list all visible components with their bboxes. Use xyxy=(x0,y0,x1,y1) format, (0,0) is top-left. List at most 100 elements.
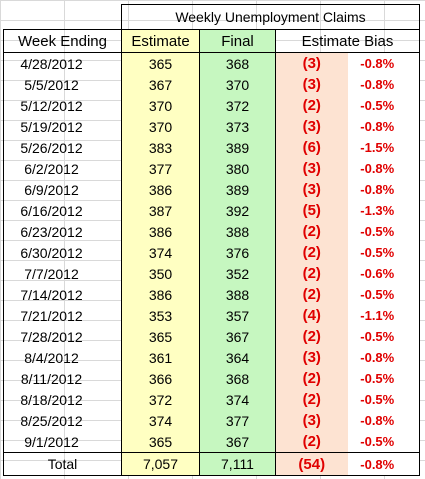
bias-cell[interactable]: (5) xyxy=(275,200,348,221)
final-cell[interactable]: 364 xyxy=(199,347,276,368)
final-cell[interactable]: 377 xyxy=(199,410,276,431)
final-cell[interactable]: 389 xyxy=(199,179,276,200)
bias-cell[interactable]: (3) xyxy=(275,179,348,200)
estimate-cell[interactable]: 370 xyxy=(121,95,200,116)
estimate-cell[interactable]: 372 xyxy=(121,389,200,410)
week-ending-cell[interactable]: 7/28/2012 xyxy=(3,326,122,347)
bias-percent-cell[interactable]: -0.8% xyxy=(347,179,420,200)
estimate-cell[interactable]: 374 xyxy=(121,242,200,263)
final-cell[interactable]: 389 xyxy=(199,137,276,158)
bias-percent-cell[interactable]: -0.6% xyxy=(347,263,420,284)
week-ending-cell[interactable]: 6/23/2012 xyxy=(3,221,122,242)
final-cell[interactable]: 373 xyxy=(199,116,276,137)
final-cell[interactable]: 376 xyxy=(199,242,276,263)
final-cell[interactable]: 380 xyxy=(199,158,276,179)
bias-cell[interactable]: (2) xyxy=(275,431,348,453)
bias-cell[interactable]: (2) xyxy=(275,221,348,242)
final-cell[interactable]: 368 xyxy=(199,52,276,74)
header-estimate-bias[interactable]: Estimate Bias xyxy=(275,29,420,53)
bias-cell[interactable]: (2) xyxy=(275,389,348,410)
total-label-cell[interactable]: Total xyxy=(3,452,122,476)
week-ending-cell[interactable]: 5/19/2012 xyxy=(3,116,122,137)
total-final-cell[interactable]: 7,111 xyxy=(199,452,276,476)
estimate-cell[interactable]: 386 xyxy=(121,284,200,305)
table-title[interactable]: Weekly Unemployment Claims xyxy=(121,4,420,30)
bias-percent-cell[interactable]: -0.8% xyxy=(347,347,420,368)
final-cell[interactable]: 368 xyxy=(199,368,276,389)
blank-corner-cell[interactable] xyxy=(3,4,122,30)
week-ending-cell[interactable]: 8/18/2012 xyxy=(3,389,122,410)
final-cell[interactable]: 352 xyxy=(199,263,276,284)
estimate-cell[interactable]: 366 xyxy=(121,368,200,389)
final-cell[interactable]: 367 xyxy=(199,326,276,347)
bias-percent-cell[interactable]: -1.3% xyxy=(347,200,420,221)
bias-cell[interactable]: (2) xyxy=(275,263,348,284)
bias-cell[interactable]: (2) xyxy=(275,284,348,305)
bias-cell[interactable]: (2) xyxy=(275,368,348,389)
estimate-cell[interactable]: 367 xyxy=(121,74,200,95)
week-ending-cell[interactable]: 4/28/2012 xyxy=(3,52,122,74)
final-cell[interactable]: 357 xyxy=(199,305,276,326)
week-ending-cell[interactable]: 5/12/2012 xyxy=(3,95,122,116)
bias-cell[interactable]: (2) xyxy=(275,326,348,347)
bias-cell[interactable]: (6) xyxy=(275,137,348,158)
estimate-cell[interactable]: 374 xyxy=(121,410,200,431)
week-ending-cell[interactable]: 9/1/2012 xyxy=(3,431,122,453)
bias-cell[interactable]: (2) xyxy=(275,95,348,116)
estimate-cell[interactable]: 350 xyxy=(121,263,200,284)
final-cell[interactable]: 374 xyxy=(199,389,276,410)
bias-percent-cell[interactable]: -1.5% xyxy=(347,137,420,158)
estimate-cell[interactable]: 386 xyxy=(121,179,200,200)
bias-cell[interactable]: (3) xyxy=(275,347,348,368)
bias-cell[interactable]: (2) xyxy=(275,242,348,263)
header-estimate[interactable]: Estimate xyxy=(121,29,200,53)
estimate-cell[interactable]: 353 xyxy=(121,305,200,326)
bias-percent-cell[interactable]: -0.5% xyxy=(347,221,420,242)
final-cell[interactable]: 392 xyxy=(199,200,276,221)
header-week-ending[interactable]: Week Ending xyxy=(3,29,122,53)
week-ending-cell[interactable]: 8/11/2012 xyxy=(3,368,122,389)
final-cell[interactable]: 388 xyxy=(199,284,276,305)
estimate-cell[interactable]: 361 xyxy=(121,347,200,368)
estimate-cell[interactable]: 386 xyxy=(121,221,200,242)
bias-percent-cell[interactable]: -0.5% xyxy=(347,95,420,116)
estimate-cell[interactable]: 365 xyxy=(121,431,200,453)
bias-cell[interactable]: (3) xyxy=(275,52,348,74)
week-ending-cell[interactable]: 6/30/2012 xyxy=(3,242,122,263)
total-bias-percent-cell[interactable]: -0.8% xyxy=(347,452,420,476)
total-bias-cell[interactable]: (54) xyxy=(275,452,348,476)
week-ending-cell[interactable]: 8/4/2012 xyxy=(3,347,122,368)
week-ending-cell[interactable]: 5/26/2012 xyxy=(3,137,122,158)
estimate-cell[interactable]: 387 xyxy=(121,200,200,221)
estimate-cell[interactable]: 370 xyxy=(121,116,200,137)
week-ending-cell[interactable]: 8/25/2012 xyxy=(3,410,122,431)
total-estimate-cell[interactable]: 7,057 xyxy=(121,452,200,476)
bias-percent-cell[interactable]: -0.5% xyxy=(347,368,420,389)
final-cell[interactable]: 388 xyxy=(199,221,276,242)
bias-percent-cell[interactable]: -0.8% xyxy=(347,74,420,95)
bias-cell[interactable]: (3) xyxy=(275,74,348,95)
bias-percent-cell[interactable]: -0.5% xyxy=(347,326,420,347)
bias-percent-cell[interactable]: -0.5% xyxy=(347,284,420,305)
bias-cell[interactable]: (3) xyxy=(275,116,348,137)
bias-percent-cell[interactable]: -0.5% xyxy=(347,242,420,263)
estimate-cell[interactable]: 365 xyxy=(121,326,200,347)
bias-percent-cell[interactable]: -0.8% xyxy=(347,158,420,179)
final-cell[interactable]: 370 xyxy=(199,74,276,95)
week-ending-cell[interactable]: 5/5/2012 xyxy=(3,74,122,95)
week-ending-cell[interactable]: 6/16/2012 xyxy=(3,200,122,221)
week-ending-cell[interactable]: 6/2/2012 xyxy=(3,158,122,179)
week-ending-cell[interactable]: 7/14/2012 xyxy=(3,284,122,305)
bias-cell[interactable]: (3) xyxy=(275,410,348,431)
estimate-cell[interactable]: 365 xyxy=(121,52,200,74)
bias-percent-cell[interactable]: -0.8% xyxy=(347,410,420,431)
estimate-cell[interactable]: 377 xyxy=(121,158,200,179)
bias-percent-cell[interactable]: -0.5% xyxy=(347,431,420,453)
bias-percent-cell[interactable]: -0.5% xyxy=(347,389,420,410)
bias-percent-cell[interactable]: -0.8% xyxy=(347,52,420,74)
final-cell[interactable]: 367 xyxy=(199,431,276,453)
bias-cell[interactable]: (4) xyxy=(275,305,348,326)
final-cell[interactable]: 372 xyxy=(199,95,276,116)
bias-percent-cell[interactable]: -1.1% xyxy=(347,305,420,326)
bias-cell[interactable]: (3) xyxy=(275,158,348,179)
